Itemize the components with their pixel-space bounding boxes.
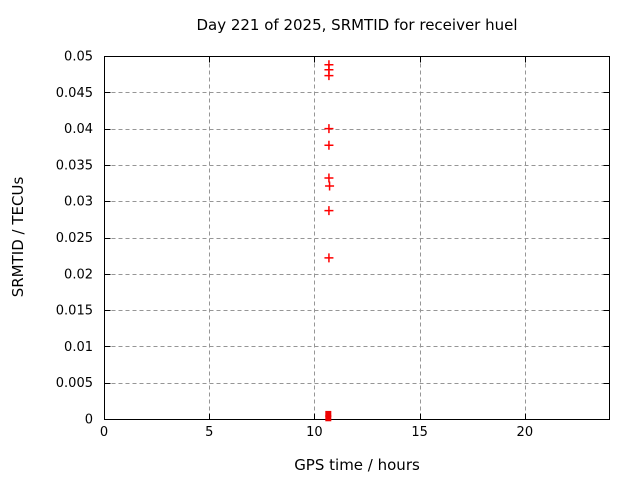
chart-title: Day 221 of 2025, SRMTID for receiver hue… [196, 16, 518, 34]
y-tick-label: 0.015 [56, 304, 93, 319]
y-tick-label: 0.01 [64, 340, 93, 355]
x-tick-label: 5 [205, 425, 213, 440]
y-axis-label: SRMTID / TECUs [9, 176, 27, 298]
y-tick-label: 0.02 [64, 267, 93, 282]
data-point-plus [324, 124, 334, 134]
x-tick-label: 20 [517, 425, 534, 440]
data-point-plus [325, 181, 335, 191]
y-tick-label: 0 [85, 413, 93, 428]
y-tick-label: 0.005 [56, 376, 93, 391]
y-tick-label: 0.03 [64, 195, 93, 210]
y-tick-label: 0.025 [56, 231, 93, 246]
data-point-plus [324, 71, 334, 81]
x-axis-label: GPS time / hours [294, 456, 420, 474]
y-tick-label: 0.04 [64, 122, 93, 137]
data-point-square [325, 415, 332, 422]
data-point-plus [324, 140, 334, 150]
data-point-plus [324, 206, 334, 216]
y-tick-label: 0.035 [56, 158, 93, 173]
data-point-plus [324, 173, 334, 183]
x-tick-label: 15 [411, 425, 428, 440]
y-tick-label: 0.05 [64, 50, 93, 65]
y-tick-label: 0.045 [56, 86, 93, 101]
data-point-square [325, 410, 332, 417]
data-point-plus [324, 253, 334, 263]
x-tick-label: 10 [306, 425, 323, 440]
x-tick-label: 0 [100, 425, 108, 440]
